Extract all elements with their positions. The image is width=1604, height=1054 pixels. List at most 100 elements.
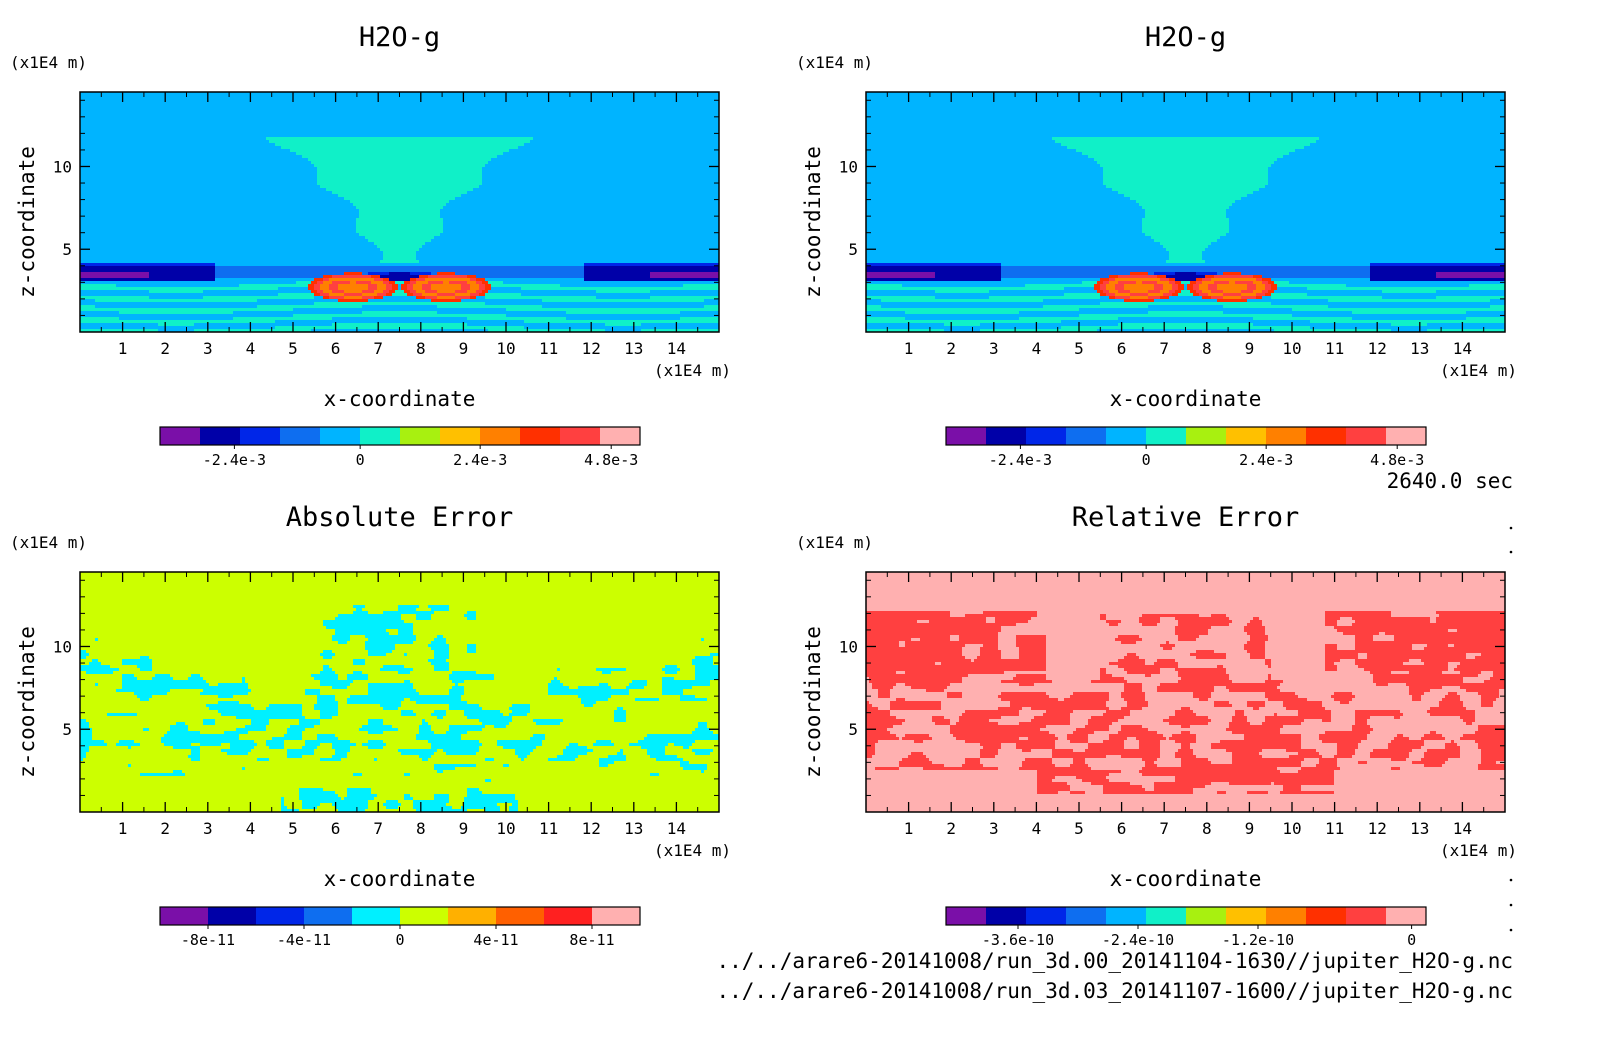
- x-tick-label: 7: [373, 339, 383, 358]
- y-axis-label: z-coordinate: [801, 146, 825, 298]
- x-axis-label: x-coordinate: [1110, 387, 1262, 411]
- colorbar-swatch: [496, 907, 545, 925]
- x-tick-label: 14: [1453, 339, 1472, 358]
- x-tick-label: 12: [582, 819, 601, 838]
- x-tick-label: 13: [1410, 339, 1429, 358]
- colorbar-swatch: [986, 427, 1027, 445]
- y-axis-label: z-coordinate: [15, 146, 39, 298]
- colorbar-label: 8e-11: [569, 931, 614, 949]
- x-unit-label: (x1E4 m): [654, 361, 731, 380]
- x-axis-label: x-coordinate: [324, 867, 476, 891]
- x-tick-label: 9: [1245, 339, 1255, 358]
- colorbar-swatch: [320, 427, 361, 445]
- x-tick-label: 9: [459, 339, 469, 358]
- colorbar-swatch: [400, 427, 441, 445]
- colorbar-swatch: [160, 907, 209, 925]
- x-tick-label: 1: [904, 819, 914, 838]
- x-tick-label: 4: [1032, 819, 1042, 838]
- x-tick-label: 13: [624, 339, 643, 358]
- colorbar-swatch: [1106, 427, 1147, 445]
- margin-dot: [1509, 526, 1513, 530]
- colorbar-swatch: [1026, 427, 1067, 445]
- x-tick-label: 3: [989, 339, 999, 358]
- margin-dot: [1509, 928, 1513, 932]
- x-tick-label: 3: [203, 819, 213, 838]
- x-tick-label: 5: [1074, 339, 1084, 358]
- y-tick-label: 10: [839, 157, 858, 176]
- colorbar-swatch: [1146, 427, 1187, 445]
- x-tick-label: 2: [946, 339, 956, 358]
- x-tick-label: 6: [331, 819, 341, 838]
- colorbar-swatch: [304, 907, 353, 925]
- colorbar-label: 0: [1407, 931, 1416, 949]
- colorbar-label: 2.4e-3: [1239, 451, 1293, 469]
- colorbar-label: 0: [395, 931, 404, 949]
- x-axis-label: x-coordinate: [1110, 867, 1262, 891]
- colorbar-label: 0: [1142, 451, 1151, 469]
- colorbar-swatch: [520, 427, 561, 445]
- heatmap-field: [80, 92, 720, 333]
- colorbar-label: -1.2e-10: [1222, 931, 1294, 949]
- colorbar-label: -2.4e-10: [1102, 931, 1174, 949]
- x-tick-label: 12: [1368, 339, 1387, 358]
- colorbar-swatch: [160, 427, 201, 445]
- x-tick-label: 5: [288, 339, 298, 358]
- colorbar-swatch: [1226, 907, 1267, 925]
- x-tick-label: 11: [1325, 339, 1344, 358]
- colorbar-swatch: [280, 427, 321, 445]
- x-tick-label: 7: [1159, 339, 1169, 358]
- y-tick-label: 5: [848, 720, 858, 739]
- colorbar-label: 4e-11: [473, 931, 518, 949]
- x-tick-label: 12: [582, 339, 601, 358]
- colorbar-label: 4.8e-3: [584, 451, 638, 469]
- x-tick-label: 8: [416, 819, 426, 838]
- plot-panel-1: H2O-g(x1E4 m)1 2 3 4 5 6 7 8 9 10 11 12 13 14510(x1E4…: [10, 22, 731, 469]
- y-tick-label: 5: [62, 240, 72, 259]
- colorbar-swatch: [440, 427, 481, 445]
- colorbar-swatch: [1266, 427, 1307, 445]
- colorbar-swatch: [200, 427, 241, 445]
- y-tick-label: 5: [62, 720, 72, 739]
- x-tick-label: 6: [1117, 339, 1127, 358]
- x-unit-label: (x1E4 m): [1440, 841, 1517, 860]
- colorbar: -2.4e-3 0 2.4e-3 4.8e-3: [945, 426, 1427, 469]
- x-tick-label: 10: [1282, 819, 1301, 838]
- x-tick-label: 14: [667, 819, 686, 838]
- margin-dot: [1509, 878, 1513, 882]
- x-tick-label: 8: [1202, 339, 1212, 358]
- heatmap-field: [80, 572, 720, 813]
- colorbar-frame: [945, 426, 1427, 446]
- margin-dot: [1509, 903, 1513, 907]
- y-axis-label: z-coordinate: [15, 626, 39, 778]
- colorbar-frame: [159, 426, 641, 446]
- colorbar-swatch: [1066, 427, 1107, 445]
- x-tick-label: 12: [1368, 819, 1387, 838]
- colorbar-swatch: [560, 427, 601, 445]
- colorbar: -8e-11 -4e-11 0 4e-11 8e-11: [159, 906, 641, 949]
- x-tick-label: 5: [288, 819, 298, 838]
- colorbar-swatch: [1226, 427, 1267, 445]
- colorbar-label: -8e-11: [181, 931, 235, 949]
- colorbar-frame: [945, 906, 1427, 926]
- colorbar-swatch: [208, 907, 257, 925]
- time-label: 2640.0 sec: [1387, 469, 1513, 493]
- colorbar-swatch: [1186, 427, 1227, 445]
- x-tick-label: 4: [1032, 339, 1042, 358]
- colorbar: -3.6e-10 -2.4e-10 -1.2e-10 0: [945, 906, 1427, 949]
- colorbar-label: -3.6e-10: [982, 931, 1054, 949]
- file-path-2: ../../arare6-20141008/run_3d.03_20141107…: [716, 979, 1513, 1003]
- y-tick-label: 5: [848, 240, 858, 259]
- colorbar-swatch: [1066, 907, 1107, 925]
- x-tick-label: 13: [624, 819, 643, 838]
- colorbar-swatch: [986, 907, 1027, 925]
- y-tick-label: 10: [839, 637, 858, 656]
- x-tick-label: 14: [667, 339, 686, 358]
- x-tick-label: 14: [1453, 819, 1472, 838]
- colorbar-swatch: [352, 907, 401, 925]
- x-tick-label: 1: [118, 339, 128, 358]
- colorbar-label: 4.8e-3: [1370, 451, 1424, 469]
- colorbar: -2.4e-3 0 2.4e-3 4.8e-3: [159, 426, 641, 469]
- y-tick-label: 10: [53, 157, 72, 176]
- x-tick-label: 2: [160, 339, 170, 358]
